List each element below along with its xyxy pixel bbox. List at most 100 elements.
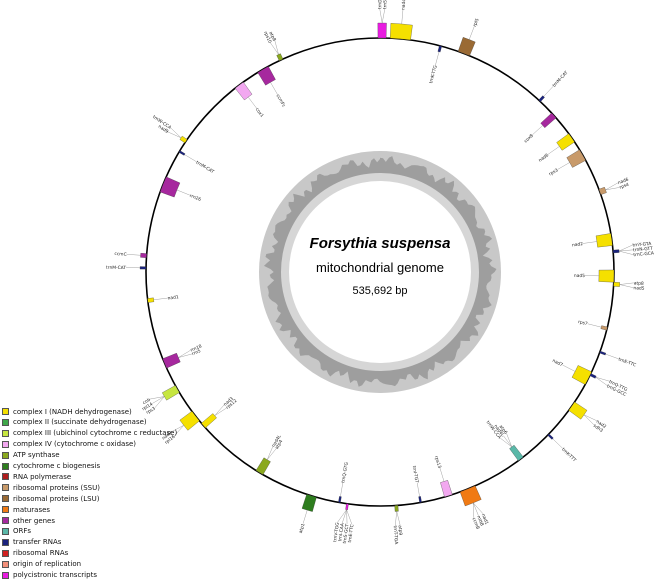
gene-label-leader: [270, 42, 279, 55]
gene-label: trnK-TTG: [428, 64, 439, 84]
gene-label-leader: [401, 9, 404, 24]
legend-swatch: [2, 462, 9, 470]
gene-label-leader: [171, 425, 184, 433]
gene-label-leader: [595, 377, 610, 382]
gene-label-leader: [379, 8, 383, 24]
gene-label-leader: [503, 435, 512, 448]
gene-label-leader: [619, 244, 633, 252]
gene-label-leader: [178, 353, 193, 358]
gene-nad4: [390, 23, 413, 41]
gene-label-leader: [342, 509, 347, 524]
gene-label-leader: [439, 467, 445, 482]
gene-label: atp9: [397, 525, 404, 536]
legend-item-poly: polycistronic transcripts: [2, 570, 97, 581]
gene-label: trnY-GTA: [632, 241, 651, 249]
gene-label: rpl14: [141, 401, 154, 412]
gene-label-leader: [582, 241, 597, 244]
legend-item-sdh: complex II (succinate dehydrogenase): [2, 417, 147, 428]
gene-label: nad2: [572, 241, 584, 249]
gene-label-leader: [583, 414, 595, 426]
gene-label: cob: [142, 397, 152, 406]
gene-rpl5: [457, 37, 476, 57]
gene-label: trnS-GCT: [342, 523, 351, 544]
gene-label: rps10: [262, 30, 273, 44]
gene-label: ccmB: [471, 517, 481, 530]
gene-label-leader: [619, 284, 634, 288]
gene-label-leader: [605, 182, 618, 191]
gene-label-leader: [552, 438, 563, 449]
gene-rps13: [440, 480, 453, 498]
gene-trnE-TTC: [345, 503, 349, 510]
gene-label: nad5: [574, 273, 585, 279]
gene-label-leader: [176, 189, 190, 196]
gene-label-leader: [619, 250, 634, 255]
gene-label-leader: [435, 51, 440, 66]
legend-label: complex IV (cytochrome c oxidase): [13, 440, 137, 449]
legend-label: maturases: [13, 505, 51, 514]
gene-label-leader: [267, 446, 273, 460]
gene-rps3: [566, 149, 586, 168]
gene-label: nad1: [480, 513, 490, 526]
legend-item-mat: maturases: [2, 504, 50, 515]
gene-trnK-TTG: [437, 45, 442, 53]
gene-rrn5: [162, 352, 181, 369]
legend-swatch: [2, 451, 9, 459]
gene-label-leader: [605, 187, 620, 191]
gene-label-leader: [184, 154, 197, 162]
gene-label-leader: [557, 162, 570, 170]
gene-label-leader: [532, 125, 543, 135]
legend-label: other genes: [13, 516, 56, 525]
gene-label-leader: [473, 502, 479, 516]
legend-label: ribosomal proteins (SSU): [13, 483, 100, 492]
gene-label-leader: [214, 407, 227, 416]
legend-swatch: [2, 408, 9, 415]
gene-nad2: [595, 233, 613, 248]
gene-cox1: [234, 81, 253, 101]
gene-label-leader: [605, 353, 619, 360]
gene-label: rps13: [433, 455, 442, 469]
legend-item-orf: ORFs: [2, 526, 31, 537]
gene-ccmFc: [257, 66, 276, 86]
gene-label: rrn26: [189, 193, 202, 203]
gene-label-leader: [248, 96, 257, 109]
gene-label-leader: [583, 414, 597, 421]
gene-label-leader: [270, 82, 278, 95]
gene-label: trnN-GTT: [633, 246, 654, 254]
gene-label: rpl5: [472, 17, 481, 27]
gene-label-leader: [167, 131, 182, 138]
legend-item-rrna: ribosomal RNAs: [2, 548, 68, 559]
gene-label: cox8: [523, 133, 535, 145]
gene-label: trnD-GTC: [377, 0, 383, 9]
legend-item-cyt: complex III (ubichinol cytochrome c redu…: [2, 428, 177, 439]
gene-rpl16: [179, 410, 200, 431]
gene-label-leader: [153, 297, 168, 300]
legend-swatch: [2, 517, 9, 524]
gene-atp6: [509, 444, 524, 461]
gene-nad5: [598, 269, 615, 283]
gene-label: trnE-TTC: [617, 357, 636, 369]
gene-label: rrn18: [190, 343, 203, 353]
gene-label: trnE-TTC: [347, 524, 355, 543]
gene-label: atp8: [267, 31, 277, 43]
gene-nad1: [147, 297, 155, 303]
gene-label: ccmC: [114, 251, 127, 258]
gene-label: rps3: [145, 406, 157, 416]
gene-label: trnQ-GTG: [340, 461, 350, 483]
gene-label: trnK-TTT: [560, 447, 577, 464]
gene-atp9: [394, 505, 399, 512]
legend-label: complex I (NADH dehydrogenase): [13, 407, 132, 416]
gene-label: nad4: [400, 0, 407, 10]
gene-label: trnV-TGG: [332, 521, 341, 542]
gene-label-leader: [506, 433, 512, 447]
gene-label-leader: [178, 350, 191, 358]
gene-trnM-CAT: [139, 266, 147, 270]
species-name: Forsythia suspensa: [310, 235, 451, 252]
gene-label-leader: [302, 510, 308, 524]
gene-label-leader: [174, 425, 184, 437]
legend-item-ori: origin of replication: [2, 559, 81, 570]
gene-atp4: [255, 457, 271, 475]
legend-item-rpl: ribosomal proteins (LSU): [2, 493, 99, 504]
gene-trnM-CAT: [178, 150, 186, 156]
legend-item-trna: transfer RNAs: [2, 537, 61, 548]
